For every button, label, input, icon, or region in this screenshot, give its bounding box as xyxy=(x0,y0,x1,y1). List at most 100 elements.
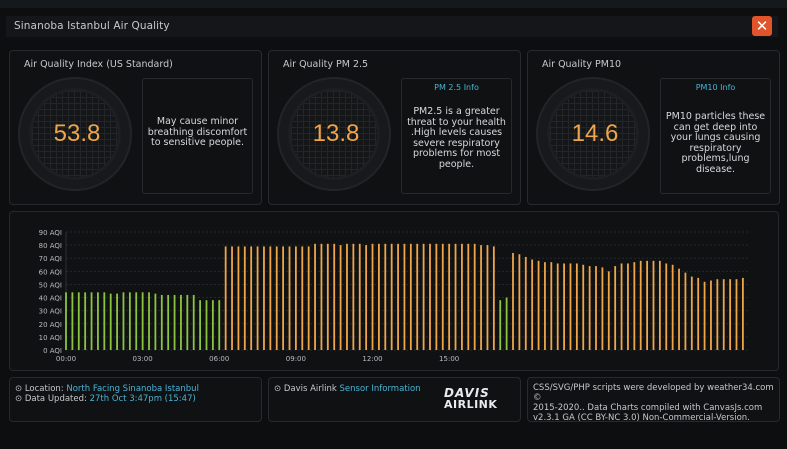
chart-bar xyxy=(505,297,508,350)
pm25-label: Air Quality PM 2.5 xyxy=(283,59,369,70)
pm10-panel: Air Quality PM10 14.6 PM10 Info PM10 par… xyxy=(527,50,780,205)
chart-bar xyxy=(339,245,342,350)
chart-bar xyxy=(97,292,99,350)
chart-bar xyxy=(569,263,572,350)
y-tick-label: 50 AQI xyxy=(39,281,62,289)
x-tick-label: 15:00 xyxy=(439,355,459,363)
chart-bar xyxy=(735,279,738,350)
pm10-label: Air Quality PM10 xyxy=(542,59,622,70)
pm25-info-title[interactable]: PM 2.5 Info xyxy=(434,83,479,92)
chart-bar xyxy=(231,246,233,350)
chart-bar xyxy=(722,279,725,350)
chart-bar xyxy=(422,243,425,350)
chart-bar xyxy=(741,277,744,350)
chart-bar xyxy=(71,292,74,350)
chart-bar xyxy=(205,300,208,350)
updated-label: Data Updated: xyxy=(24,394,87,404)
sensor-info-link[interactable]: Sensor Information xyxy=(339,384,421,394)
close-button[interactable]: ✕ xyxy=(752,16,772,36)
chart-bar xyxy=(409,243,412,350)
chart-bar xyxy=(288,246,291,350)
y-tick-label: 10 AQI xyxy=(39,334,62,342)
chart-bar xyxy=(211,300,214,350)
chart-bar xyxy=(65,292,67,350)
chart-bar xyxy=(556,263,559,350)
updated-value: 27th Oct 3:47pm (15:47) xyxy=(89,394,196,404)
chart-bar xyxy=(180,294,182,350)
chart-bar xyxy=(658,260,661,350)
chart-bar xyxy=(218,300,221,350)
chart-bar xyxy=(697,277,700,350)
aqi-bar-chart: 0 AQI 10 AQI 20 AQI 30 AQI 40 AQI 50 AQI 60 AQ… xyxy=(39,229,748,363)
chart-bar xyxy=(492,246,495,350)
aqi-panel: Air Quality Index (US Standard) 53.8 May… xyxy=(9,50,262,205)
pm25-value: 13.8 xyxy=(312,120,360,147)
chart-bar xyxy=(301,246,304,350)
chart-bar xyxy=(199,300,202,350)
location-label: Location: xyxy=(24,384,64,394)
chart-bar xyxy=(710,280,712,350)
pm10-gauge: 14.6 xyxy=(536,77,650,191)
y-tick-label: 80 AQI xyxy=(39,242,62,250)
updated-line: ⊙ Data Updated: 27th Oct 3:47pm (15:47) xyxy=(15,394,196,404)
chart-bar xyxy=(160,294,163,350)
chart-bar xyxy=(563,263,565,350)
chart-bar xyxy=(282,246,285,350)
chart-bar xyxy=(633,262,636,350)
chart-bar xyxy=(77,292,80,350)
chart-bar xyxy=(116,293,118,350)
chart-bar xyxy=(109,293,112,350)
chart-bar xyxy=(403,243,406,350)
location-line: ⊙ Location: North Facing Sinanoba Istanb… xyxy=(15,384,199,394)
chart-bar xyxy=(141,292,144,350)
chart-bar xyxy=(499,300,502,350)
clock-icon: ⊙ xyxy=(274,384,282,394)
pm25-info-box: PM 2.5 Info PM2.5 is a greater threat to… xyxy=(401,78,512,194)
pm10-info-text: PM10 particles these can get deep into y… xyxy=(665,111,766,175)
chart-bar xyxy=(90,292,93,350)
credits-text: CSS/SVG/PHP scripts were developed by we… xyxy=(533,383,779,423)
chart-bar xyxy=(128,292,131,350)
chart-bar xyxy=(154,293,157,350)
chart-bar xyxy=(167,294,170,350)
location-value[interactable]: North Facing Sinanoba Istanbul xyxy=(66,384,199,394)
chart-bar xyxy=(224,246,227,350)
chart-bar xyxy=(614,266,617,350)
chart-bar xyxy=(294,246,297,350)
chart-bar xyxy=(135,292,138,350)
chart-bar xyxy=(378,243,380,350)
chart-bar xyxy=(192,294,195,350)
chart-bar xyxy=(588,266,591,350)
pm10-info-title[interactable]: PM10 Info xyxy=(695,83,736,92)
y-tick-label: 0 AQI xyxy=(43,347,62,355)
chart-bar xyxy=(333,243,336,350)
chart-bar xyxy=(307,246,310,350)
y-tick-label: 20 AQI xyxy=(39,321,62,329)
chart-bar xyxy=(275,246,278,350)
chart-bar xyxy=(243,246,246,350)
chart-bar xyxy=(346,243,348,350)
chart-bar xyxy=(512,252,514,350)
chart-bar xyxy=(186,294,189,350)
chart-bar xyxy=(480,245,482,350)
chart-bar xyxy=(518,254,521,350)
pm10-value: 14.6 xyxy=(571,120,619,147)
chart-bar xyxy=(122,292,125,350)
chart-bar xyxy=(416,243,419,350)
pm25-gauge-face xyxy=(289,89,379,179)
chart-bar xyxy=(429,243,431,350)
chart-bar xyxy=(263,246,265,350)
aqi-value: 53.8 xyxy=(53,120,101,147)
chart-bar xyxy=(256,246,259,350)
clock-icon: ⊙ xyxy=(15,394,23,404)
x-tick-label: 06:00 xyxy=(209,355,229,363)
chart-bar xyxy=(486,245,489,350)
y-tick-label: 70 AQI xyxy=(39,255,62,263)
pm25-info-text: PM2.5 is a greater threat to your health… xyxy=(407,106,506,170)
chart-bar xyxy=(103,292,106,350)
davis-airlink-logo: DAVIS AIRLINK xyxy=(444,387,497,411)
chart-bar xyxy=(607,271,610,350)
chart-bar xyxy=(620,263,623,350)
aqi-gauge-face xyxy=(30,89,120,179)
chart-bar xyxy=(390,243,393,350)
